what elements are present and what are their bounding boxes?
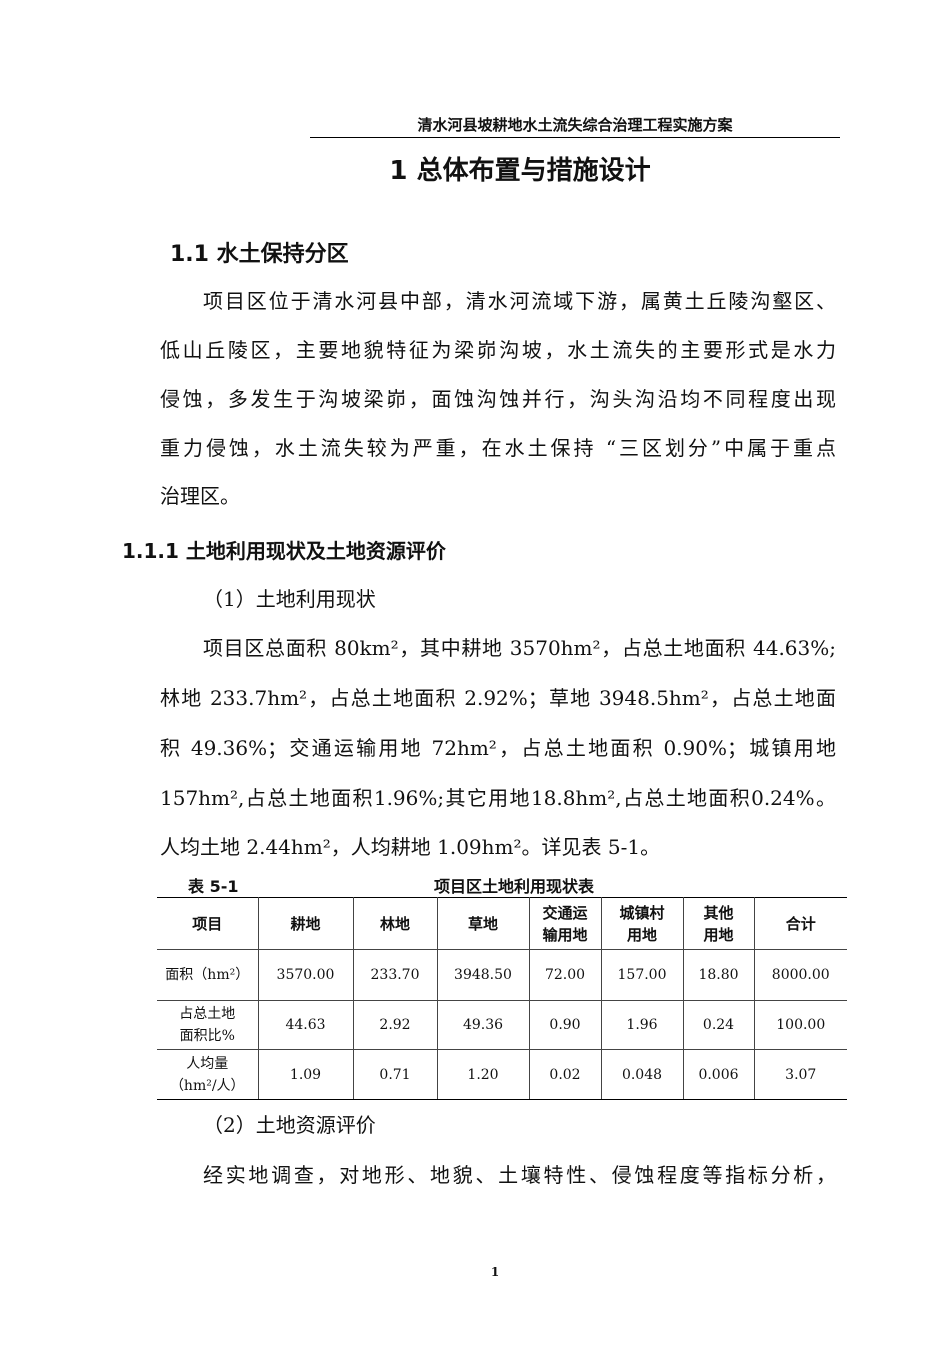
table-header-cell: 耕地 (257, 897, 354, 950)
table-cell: 44.63 (257, 1000, 354, 1050)
table-header-cell: 合计 (753, 897, 847, 950)
paragraph-line: 积 49.36%；交通运输用地 72hm²，占总土地面积 0.90%；城镇用地 (160, 736, 836, 760)
table-header-cell: 交通运 输用地 (528, 897, 602, 950)
table-cell: 157.00 (600, 949, 684, 1001)
subsection-title: 1.1.1 土地利用现状及土地资源评价 (122, 539, 446, 563)
table-row: 占总土地 面积比% 44.63 2.92 49.36 0.90 1.96 0.24 100.0… (157, 1000, 847, 1050)
table-header-row: 项目 耕地 林地 草地 交通运 输用地 城镇村 用地 其他 用地 合计 (157, 897, 847, 950)
running-header: 清水河县坡耕地水土流失综合治理工程实施方案 (417, 116, 733, 134)
paragraph-line: 项目区总面积 80km²，其中耕地 3570hm²，占总土地面积 44.63%; (203, 636, 836, 660)
table-cell: 72.00 (528, 949, 602, 1001)
table-cell: 8000.00 (753, 949, 847, 1001)
table-header-cell: 其他 用地 (682, 897, 755, 950)
table-cell: 3948.50 (436, 949, 530, 1001)
table-header-cell: 林地 (352, 897, 438, 950)
table-cell: 3.07 (753, 1049, 847, 1100)
table-cell: 1.96 (600, 1000, 684, 1050)
table-cell: 0.24 (682, 1000, 755, 1050)
table-cell: 占总土地 面积比% (157, 1000, 259, 1050)
table-caption: 项目区土地利用现状表 (434, 877, 595, 896)
table-cell: 0.02 (528, 1049, 602, 1100)
table-cell: 0.006 (682, 1049, 755, 1100)
paragraph-line: 157hm²,占总土地面积1.96%;其它用地18.8hm²,占总土地面积0.2… (160, 786, 836, 810)
item-title: （2）土地资源评价 (203, 1113, 376, 1137)
land-use-table: 项目 耕地 林地 草地 交通运 输用地 城镇村 用地 其他 用地 合计 面积（hm²） 3570.… (157, 897, 847, 1100)
paragraph-line: 低山丘陵区，主要地貌特征为梁峁沟坡，水土流失的主要形式是水力 (160, 338, 836, 362)
paragraph-line: 人均土地 2.44hm²，人均耕地 1.09hm²。详见表 5-1。 (160, 835, 661, 859)
table-header-cell: 城镇村 用地 (600, 897, 684, 950)
table-cell: 0.90 (528, 1000, 602, 1050)
table-cell: 18.80 (682, 949, 755, 1001)
table-cell: 0.048 (600, 1049, 684, 1100)
table-cell: 233.70 (352, 949, 438, 1001)
table-cell: 2.92 (352, 1000, 438, 1050)
page-number: 1 (490, 1265, 500, 1279)
table-cell: 1.20 (436, 1049, 530, 1100)
header-rule (310, 137, 840, 138)
table-header-cell: 项目 (157, 897, 259, 950)
paragraph-line: 侵蚀，多发生于沟坡梁峁，面蚀沟蚀并行，沟头沟沿均不同程度出现 (160, 387, 836, 411)
section-title: 1.1 水土保持分区 (170, 242, 349, 267)
table-row: 人均量 （hm²/人） 1.09 0.71 1.20 0.02 0.048 0.006 3.0… (157, 1049, 847, 1100)
chapter-title: 1 总体布置与措施设计 (389, 156, 651, 186)
table-header-cell: 草地 (436, 897, 530, 950)
table-cell: 0.71 (352, 1049, 438, 1100)
table-cell: 3570.00 (257, 949, 354, 1001)
paragraph-line: 项目区位于清水河县中部，清水河流域下游，属黄土丘陵沟壑区、 (203, 289, 836, 313)
table-number: 表 5-1 (188, 877, 239, 896)
table-cell: 1.09 (257, 1049, 354, 1100)
table-cell: 49.36 (436, 1000, 530, 1050)
paragraph-line: 治理区。 (160, 484, 240, 508)
table-cell: 人均量 （hm²/人） (157, 1049, 259, 1100)
paragraph-line: 经实地调查，对地形、地貌、土壤特性、侵蚀程度等指标分析， (203, 1163, 836, 1187)
table-cell: 面积（hm²） (157, 949, 259, 1001)
item-title: （1）土地利用现状 (203, 587, 376, 611)
table-row: 面积（hm²） 3570.00 233.70 3948.50 72.00 157.00 18… (157, 949, 847, 1001)
paragraph-line: 林地 233.7hm²，占总土地面积 2.92%；草地 3948.5hm²，占总… (160, 686, 836, 710)
table-cell: 100.00 (753, 1000, 847, 1050)
paragraph-line: 重力侵蚀，水土流失较为严重，在水土保持 “三区划分”中属于重点 (160, 436, 836, 460)
